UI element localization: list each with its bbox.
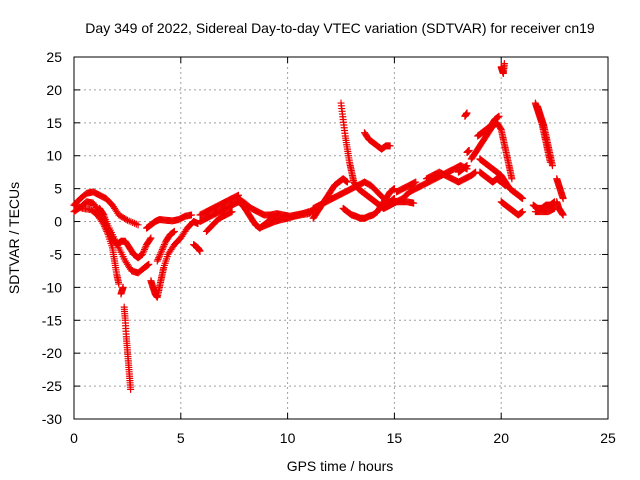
data-point — [156, 250, 164, 258]
y-tick-label: 25 — [46, 49, 62, 65]
y-tick-label: -25 — [42, 378, 62, 394]
x-tick-label: 10 — [280, 430, 296, 446]
data-point — [170, 227, 178, 235]
data-point — [138, 250, 146, 258]
data-point — [196, 247, 204, 255]
data-point — [99, 210, 107, 218]
y-tick-label: 10 — [46, 148, 62, 164]
y-tick-label: 20 — [46, 82, 62, 98]
data-point — [140, 246, 148, 254]
x-tick-label: 15 — [387, 430, 403, 446]
y-tick-labels: -30 -25 -20 -15 -10 -5 0 5 10 15 20 25 — [42, 49, 62, 427]
data-point — [519, 208, 527, 216]
x-tick-label: 20 — [493, 430, 509, 446]
data-point — [465, 146, 473, 154]
data-point — [158, 246, 166, 254]
y-tick-label: -10 — [42, 279, 62, 295]
data-point — [119, 283, 127, 291]
data-point — [155, 252, 163, 260]
data-point — [153, 257, 161, 265]
data-point — [160, 241, 168, 249]
data-point — [463, 109, 471, 117]
x-tick-labels: 0 5 10 15 20 25 — [70, 430, 616, 446]
data-point — [106, 227, 114, 235]
data-point — [343, 178, 351, 186]
data-point — [104, 224, 112, 232]
data-point — [106, 229, 114, 237]
data-point — [158, 247, 166, 255]
data-point — [154, 255, 162, 263]
data-point — [134, 221, 142, 229]
data-point — [155, 254, 163, 262]
data-point — [548, 162, 556, 170]
y-tick-label: 15 — [46, 115, 62, 131]
data-point — [122, 215, 130, 223]
data-point — [160, 242, 168, 250]
data-point — [145, 260, 153, 268]
data-point — [107, 231, 115, 239]
data-point — [105, 226, 113, 234]
data-point — [463, 162, 471, 170]
data-point — [159, 244, 167, 252]
x-tick-label: 5 — [177, 430, 185, 446]
data-points — [70, 60, 567, 393]
data-point — [228, 208, 236, 216]
data-point — [412, 178, 420, 186]
plot-frame — [73, 56, 609, 420]
data-point — [501, 181, 509, 189]
data-point — [157, 249, 165, 257]
data-point — [386, 142, 394, 150]
x-tick-label: 25 — [600, 430, 616, 446]
y-tick-label: -15 — [42, 312, 62, 328]
data-point — [559, 195, 567, 203]
x-tick-label: 0 — [70, 430, 78, 446]
data-point — [146, 235, 154, 243]
data-point — [508, 175, 516, 183]
data-point — [410, 199, 418, 207]
data-point — [559, 211, 567, 219]
chart-title: Day 349 of 2022, Sidereal Day-to-day VTE… — [85, 20, 595, 36]
x-axis-label: GPS time / hours — [287, 458, 394, 474]
data-point — [187, 211, 195, 219]
axis-ticks — [73, 56, 609, 420]
data-point — [141, 244, 149, 252]
y-tick-label: -30 — [42, 411, 62, 427]
y-tick-label: 0 — [54, 214, 62, 230]
y-tick-label: 5 — [54, 181, 62, 197]
y-tick-label: -20 — [42, 345, 62, 361]
data-point — [147, 234, 155, 242]
data-point — [500, 60, 508, 68]
y-tick-label: -5 — [50, 246, 63, 262]
data-point — [140, 247, 148, 255]
grid-lines — [74, 57, 608, 419]
data-point — [127, 385, 135, 393]
data-point — [495, 112, 503, 120]
data-point — [519, 195, 527, 203]
data-point — [115, 280, 123, 288]
data-point — [139, 249, 147, 257]
y-axis-label: SDTVAR / TECUs — [6, 182, 22, 294]
